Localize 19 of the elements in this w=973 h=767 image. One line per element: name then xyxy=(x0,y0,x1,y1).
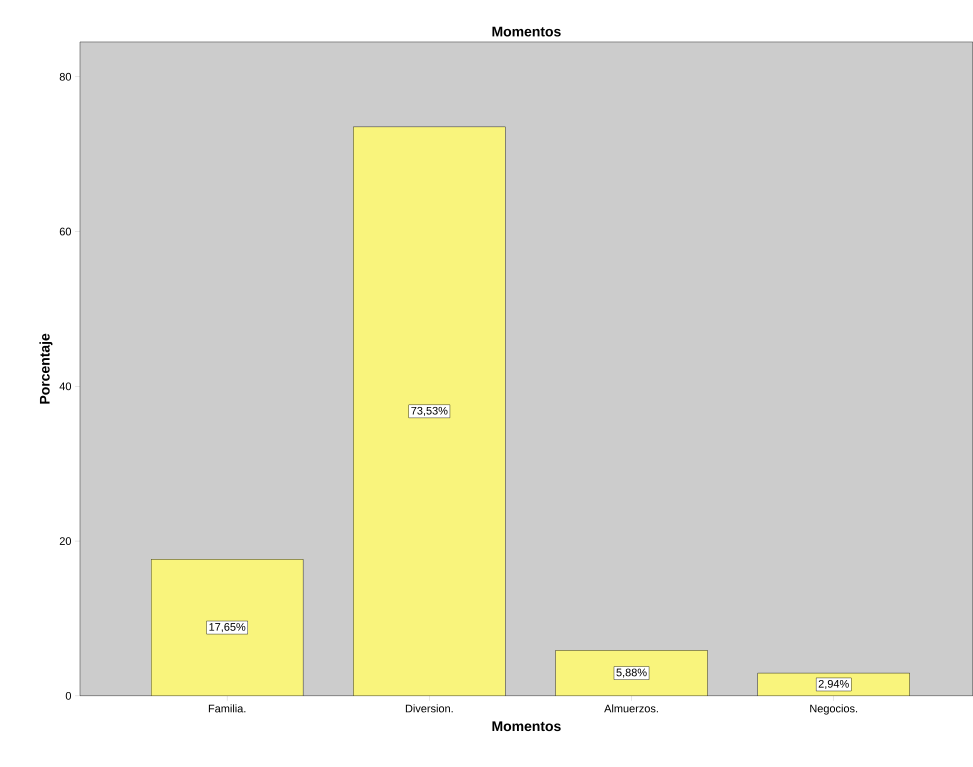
data-label: 5,88% xyxy=(616,668,647,678)
chart-title: Momentos xyxy=(492,26,561,37)
x-tick-label: Almuerzos. xyxy=(604,704,658,712)
y-tick-label: 80 xyxy=(60,73,72,81)
y-tick-label: 20 xyxy=(60,537,72,546)
bar xyxy=(353,126,506,696)
y-axis-title: Porcentaje xyxy=(39,334,52,404)
data-label: 2,94% xyxy=(818,680,849,690)
x-tick-label: Familia. xyxy=(208,704,246,712)
bar xyxy=(150,559,304,696)
y-tick-label: 40 xyxy=(60,382,72,390)
y-tick-label: 0 xyxy=(66,692,72,700)
x-tick-label: Negocios. xyxy=(810,704,858,715)
y-tick-label: 60 xyxy=(60,228,72,236)
bar xyxy=(556,650,708,696)
data-label: 17,65% xyxy=(209,623,246,632)
x-axis-title: Momentos xyxy=(492,721,561,732)
x-tick-label: Diversion. xyxy=(406,704,453,712)
data-label: 73,53% xyxy=(411,406,448,416)
